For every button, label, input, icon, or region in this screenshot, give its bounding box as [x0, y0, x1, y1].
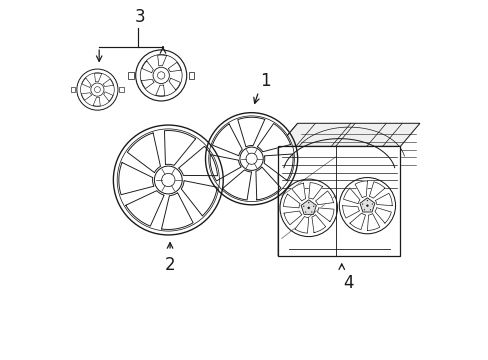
Text: 1: 1	[260, 72, 270, 90]
Circle shape	[240, 147, 263, 170]
Polygon shape	[210, 154, 241, 181]
Polygon shape	[311, 215, 325, 233]
Polygon shape	[375, 193, 391, 206]
Circle shape	[245, 153, 257, 164]
Polygon shape	[284, 211, 301, 225]
Polygon shape	[141, 79, 154, 89]
Polygon shape	[181, 181, 217, 216]
Polygon shape	[222, 170, 251, 200]
Polygon shape	[125, 191, 164, 226]
Polygon shape	[283, 194, 300, 208]
Polygon shape	[119, 162, 154, 195]
Polygon shape	[212, 124, 242, 156]
Polygon shape	[264, 154, 292, 180]
Polygon shape	[315, 191, 333, 205]
Polygon shape	[82, 78, 91, 87]
Polygon shape	[366, 213, 379, 230]
Polygon shape	[359, 198, 374, 212]
Polygon shape	[93, 97, 100, 106]
Polygon shape	[317, 208, 333, 222]
Polygon shape	[349, 213, 365, 230]
Polygon shape	[156, 85, 164, 96]
Polygon shape	[127, 133, 160, 172]
Polygon shape	[94, 73, 102, 82]
Polygon shape	[342, 206, 359, 218]
Text: 3: 3	[134, 8, 145, 26]
Polygon shape	[343, 188, 359, 204]
Polygon shape	[103, 79, 113, 86]
Circle shape	[312, 206, 314, 207]
Polygon shape	[291, 183, 305, 201]
Circle shape	[371, 203, 372, 205]
Polygon shape	[308, 183, 322, 199]
Circle shape	[361, 203, 363, 205]
Circle shape	[363, 209, 365, 211]
Polygon shape	[142, 61, 153, 73]
Polygon shape	[168, 62, 181, 72]
Circle shape	[307, 202, 309, 203]
Text: 4: 4	[343, 274, 353, 292]
Polygon shape	[301, 200, 316, 214]
Polygon shape	[103, 92, 113, 101]
Polygon shape	[294, 216, 308, 233]
Polygon shape	[157, 55, 166, 66]
Polygon shape	[81, 93, 92, 100]
Circle shape	[366, 200, 367, 201]
Circle shape	[162, 174, 175, 186]
Polygon shape	[169, 78, 180, 90]
Polygon shape	[237, 117, 264, 147]
Polygon shape	[278, 123, 297, 256]
Polygon shape	[257, 123, 290, 152]
Polygon shape	[354, 181, 366, 198]
Polygon shape	[161, 193, 193, 229]
Circle shape	[307, 207, 309, 209]
Circle shape	[303, 206, 304, 207]
Circle shape	[369, 209, 370, 211]
Circle shape	[153, 67, 169, 84]
Text: 2: 2	[164, 256, 175, 274]
Polygon shape	[368, 182, 384, 198]
Polygon shape	[164, 131, 195, 165]
Polygon shape	[278, 123, 419, 146]
Polygon shape	[374, 208, 390, 223]
Polygon shape	[278, 146, 400, 256]
Polygon shape	[178, 146, 217, 176]
Polygon shape	[255, 167, 281, 200]
Circle shape	[154, 166, 182, 194]
Circle shape	[366, 204, 368, 207]
Circle shape	[310, 211, 312, 213]
Circle shape	[91, 83, 104, 96]
